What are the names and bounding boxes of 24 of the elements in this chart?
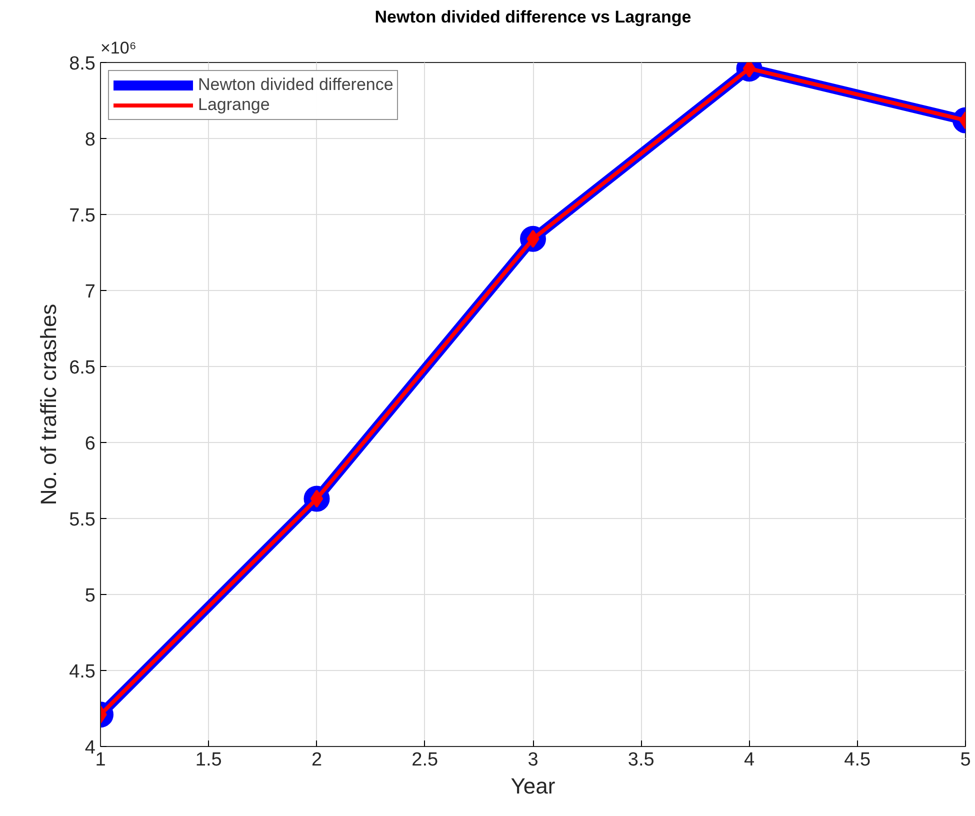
x-tick-label: 3.5 [628, 750, 654, 770]
x-tick-label: 2.5 [412, 750, 438, 770]
y-axis-title: No. of traffic crashes [36, 304, 62, 506]
x-tick-label: 4 [744, 750, 755, 770]
x-tick-label: 4.5 [844, 750, 871, 770]
legend-label: Lagrange [198, 95, 270, 115]
x-tick-label: 5 [960, 750, 971, 770]
x-axis-title: Year [510, 774, 556, 798]
y-tick-label: 5.5 [69, 510, 96, 530]
legend-label: Newton divided difference [198, 75, 394, 95]
text: ×10⁶ [100, 38, 136, 58]
y-tick-label: 5 [84, 586, 96, 606]
y-tick-label: 4.5 [69, 662, 96, 682]
y-tick-label: 7 [84, 282, 96, 302]
x-tick-label: 2 [311, 750, 322, 770]
y-tick-label: 8 [84, 130, 96, 150]
chart-title: Newton divided difference vs Lagrange [374, 8, 692, 26]
x-tick-label: 1.5 [195, 750, 222, 770]
y-tick-label: 7.5 [69, 206, 96, 226]
y-tick-label: 8.5 [69, 54, 96, 74]
y-tick-label: 6.5 [69, 358, 96, 378]
y-tick-label: 6 [84, 434, 96, 454]
x-tick-label: 3 [528, 750, 538, 770]
x-tick-label: 1 [95, 750, 106, 770]
